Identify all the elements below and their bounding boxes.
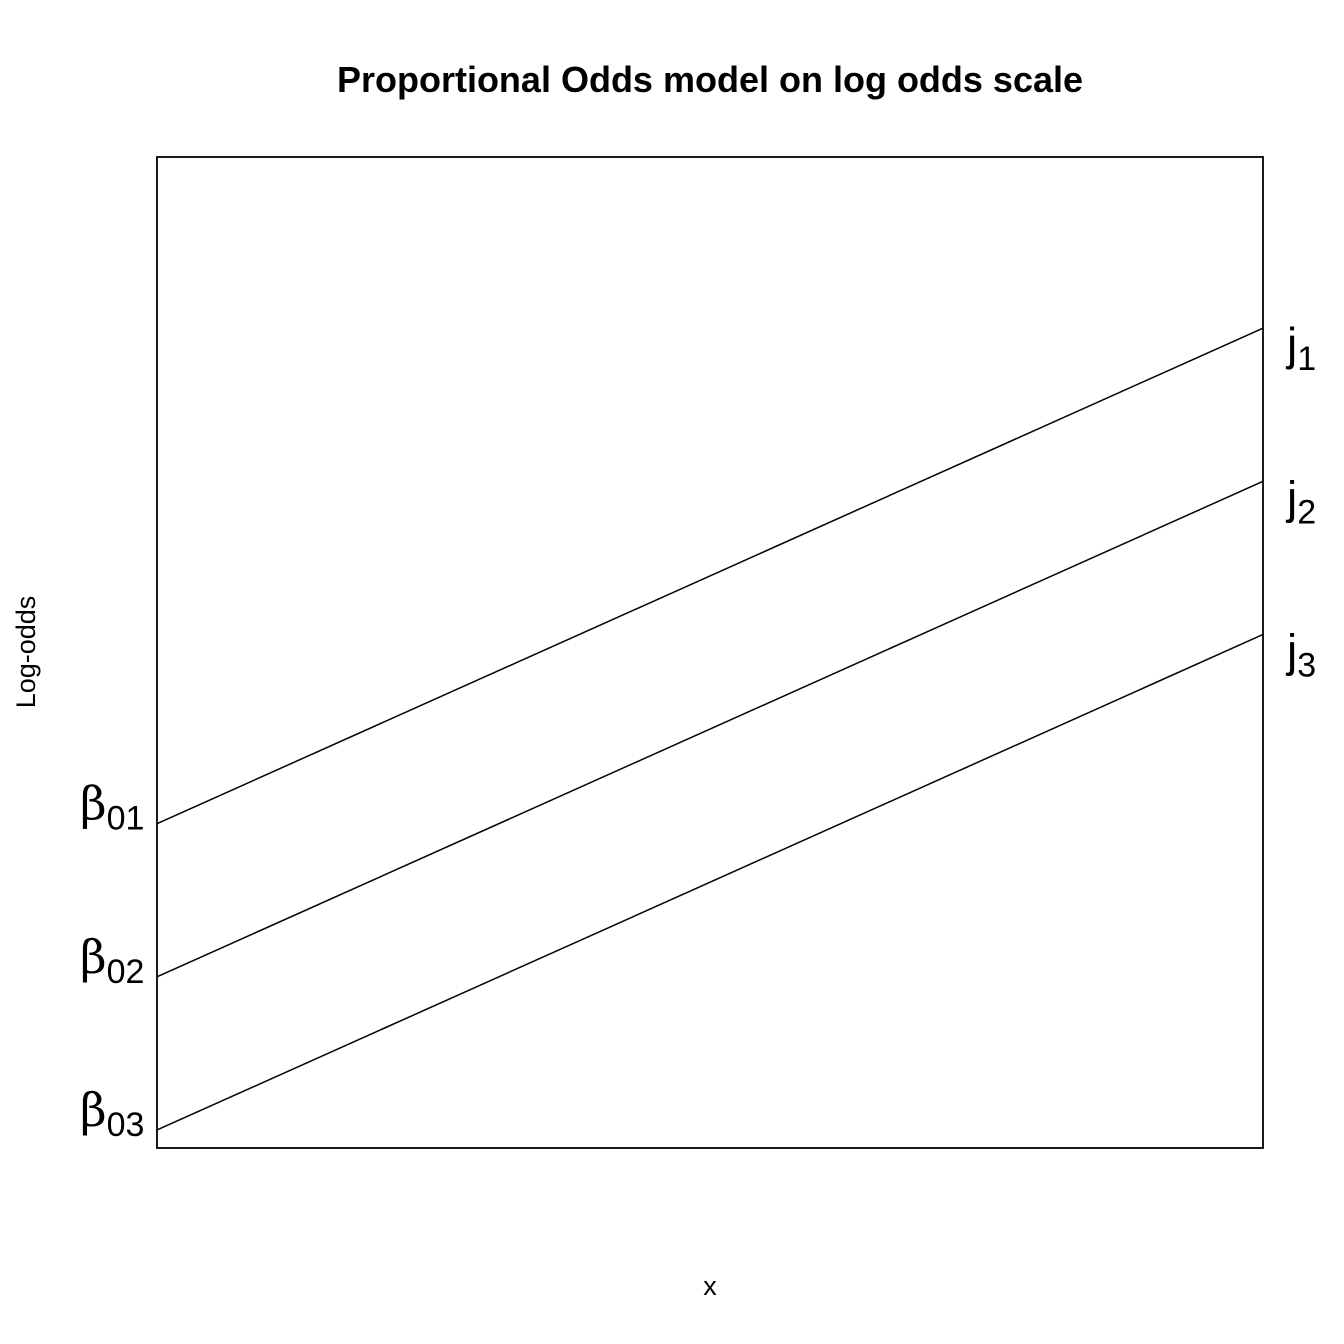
plot-area-frame	[156, 156, 1264, 1149]
series-line-3	[156, 633, 1264, 1131]
end-label-2: j2	[1285, 471, 1316, 531]
intercept-label-2: β02	[80, 930, 144, 991]
end-label-1: j1	[1285, 318, 1316, 378]
intercept-label-3: β03	[80, 1083, 144, 1144]
x-axis-label: x	[703, 1271, 717, 1301]
label-layer: β01 j1 β02 j2 β03 j3	[80, 318, 1316, 1144]
y-axis-label: Log-odds	[11, 596, 41, 709]
chart-title: Proportional Odds model on log odds scal…	[337, 59, 1083, 100]
series-layer	[156, 327, 1264, 1131]
series-line-1	[156, 327, 1264, 825]
intercept-label-1: β01	[80, 777, 144, 838]
series-line-2	[156, 480, 1264, 978]
end-label-3: j3	[1285, 624, 1316, 684]
